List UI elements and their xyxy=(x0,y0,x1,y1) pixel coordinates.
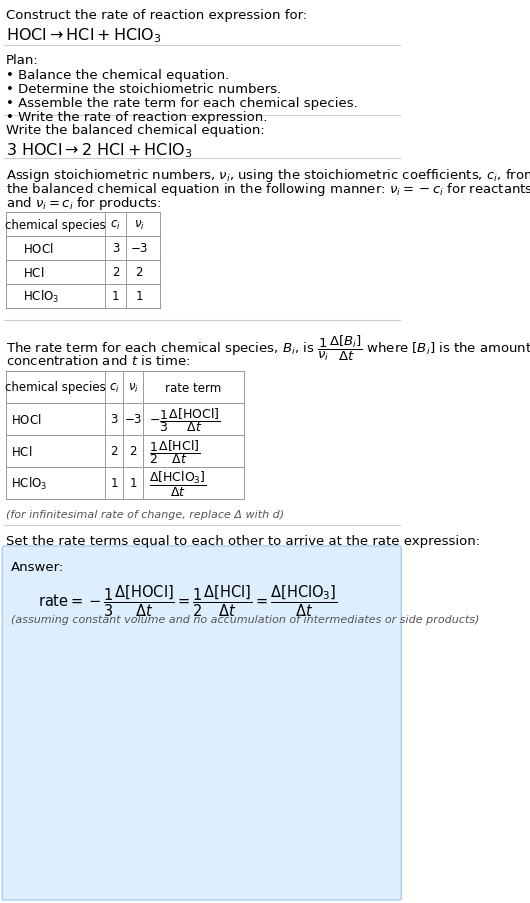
Text: $3\ \mathrm{HOCl} \rightarrow 2\ \mathrm{HCl} + \mathrm{HClO_3}$: $3\ \mathrm{HOCl} \rightarrow 2\ \mathrm… xyxy=(6,141,192,160)
FancyBboxPatch shape xyxy=(2,546,401,900)
Text: 2: 2 xyxy=(110,445,118,458)
Text: 1: 1 xyxy=(110,477,118,490)
Text: $-3$: $-3$ xyxy=(130,242,148,256)
Text: concentration and $t$ is time:: concentration and $t$ is time: xyxy=(6,354,190,368)
Text: $\mathrm{HClO_3}$: $\mathrm{HClO_3}$ xyxy=(11,475,47,491)
Text: Plan:: Plan: xyxy=(6,54,39,67)
Text: $\mathrm{HClO_3}$: $\mathrm{HClO_3}$ xyxy=(23,289,59,304)
Text: $\mathrm{HCl}$: $\mathrm{HCl}$ xyxy=(23,265,44,280)
Text: The rate term for each chemical species, $B_i$, is $\dfrac{1}{\nu_i}\dfrac{\Delt: The rate term for each chemical species,… xyxy=(6,333,530,363)
Text: • Balance the chemical equation.: • Balance the chemical equation. xyxy=(6,69,229,82)
Text: $c_i$: $c_i$ xyxy=(109,381,120,394)
Text: 3: 3 xyxy=(112,242,119,256)
Text: 3: 3 xyxy=(111,413,118,426)
Text: Assign stoichiometric numbers, $\nu_i$, using the stoichiometric coefficients, $: Assign stoichiometric numbers, $\nu_i$, … xyxy=(6,167,530,184)
Text: $-3$: $-3$ xyxy=(124,413,143,426)
Text: $\mathrm{HOCl} \rightarrow \mathrm{HCl} + \mathrm{HClO_3}$: $\mathrm{HOCl} \rightarrow \mathrm{HCl} … xyxy=(6,26,162,44)
Text: • Write the rate of reaction expression.: • Write the rate of reaction expression. xyxy=(6,111,268,124)
Text: 1: 1 xyxy=(136,290,143,303)
Text: (assuming constant volume and no accumulation of intermediates or side products): (assuming constant volume and no accumul… xyxy=(11,614,479,624)
Text: 1: 1 xyxy=(112,290,119,303)
Text: • Assemble the rate term for each chemical species.: • Assemble the rate term for each chemic… xyxy=(6,97,358,110)
Text: $\nu_i$: $\nu_i$ xyxy=(128,381,139,394)
Text: chemical species: chemical species xyxy=(5,219,106,231)
Text: $-\dfrac{1}{3}\dfrac{\Delta[\mathrm{HOCl}]}{\Delta t}$: $-\dfrac{1}{3}\dfrac{\Delta[\mathrm{HOCl… xyxy=(149,405,221,433)
Text: Write the balanced chemical equation:: Write the balanced chemical equation: xyxy=(6,124,265,137)
Text: $\mathrm{rate} = -\dfrac{1}{3}\dfrac{\Delta[\mathrm{HOCl}]}{\Delta t} = \dfrac{1: $\mathrm{rate} = -\dfrac{1}{3}\dfrac{\De… xyxy=(38,582,338,618)
Text: $\mathrm{HOCl}$: $\mathrm{HOCl}$ xyxy=(23,242,54,256)
Text: • Determine the stoichiometric numbers.: • Determine the stoichiometric numbers. xyxy=(6,83,281,96)
Text: $\dfrac{1}{2}\dfrac{\Delta[\mathrm{HCl}]}{\Delta t}$: $\dfrac{1}{2}\dfrac{\Delta[\mathrm{HCl}]… xyxy=(149,438,201,465)
Text: the balanced chemical equation in the following manner: $\nu_i = -c_i$ for react: the balanced chemical equation in the fo… xyxy=(6,181,530,198)
Text: Answer:: Answer: xyxy=(11,561,64,573)
Text: 2: 2 xyxy=(136,266,143,279)
Text: 2: 2 xyxy=(112,266,119,279)
Text: $\mathrm{HOCl}$: $\mathrm{HOCl}$ xyxy=(11,413,41,426)
Text: Construct the rate of reaction expression for:: Construct the rate of reaction expressio… xyxy=(6,9,307,22)
Text: and $\nu_i = c_i$ for products:: and $\nu_i = c_i$ for products: xyxy=(6,195,162,212)
Text: chemical species: chemical species xyxy=(5,381,106,394)
Text: $\mathrm{HCl}$: $\mathrm{HCl}$ xyxy=(11,444,32,459)
Text: 1: 1 xyxy=(129,477,137,490)
Text: Set the rate terms equal to each other to arrive at the rate expression:: Set the rate terms equal to each other t… xyxy=(6,535,480,547)
Text: $\nu_i$: $\nu_i$ xyxy=(134,219,145,231)
Text: $\dfrac{\Delta[\mathrm{HClO_3}]}{\Delta t}$: $\dfrac{\Delta[\mathrm{HClO_3}]}{\Delta … xyxy=(149,469,207,498)
Text: $c_i$: $c_i$ xyxy=(110,219,121,231)
Text: (for infinitesimal rate of change, replace Δ with d): (for infinitesimal rate of change, repla… xyxy=(6,509,284,519)
Text: rate term: rate term xyxy=(165,381,222,394)
Text: 2: 2 xyxy=(129,445,137,458)
